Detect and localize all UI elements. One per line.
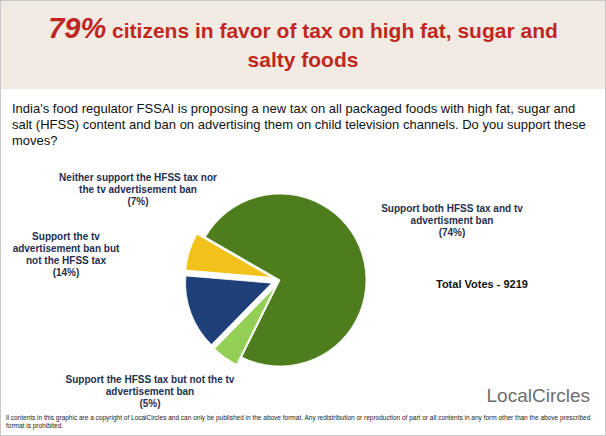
frame [1, 1, 606, 436]
plot-area [186, 194, 366, 366]
title-rest: citizens in favor of tax on high fat, su… [106, 19, 558, 42]
subtitle: India's food regulator FSSAI is proposin… [12, 101, 586, 148]
slice-label-line: not the HFSS tax [26, 255, 106, 266]
slice-label-line: the tv advertisement ban [79, 184, 197, 195]
title: 79% citizens in favor of tax on high fat… [48, 12, 558, 71]
slice-label-line: Support the HFSS tax but not the tv [66, 374, 235, 385]
subtitle-line: salt (HFSS) content and ban on advertisi… [12, 117, 586, 132]
slice-label-line: advertisment ban [411, 215, 494, 226]
title-line: 79% citizens in favor of tax on high fat… [48, 12, 558, 44]
subtitle-line: India's food regulator FSSAI is proposin… [12, 101, 575, 116]
slice-label-line: advertisement ban but [13, 243, 120, 254]
slice-label: Support both HFSS tax and tvadvertisment… [381, 203, 523, 226]
slice-label: Support the tvadvertisement ban butnot t… [13, 231, 120, 266]
pie [186, 194, 366, 366]
slice-label-line: Support the tv [32, 231, 100, 242]
slice-value-label: (7%) [127, 196, 148, 207]
footer: ll contents in this graphic are a copyri… [6, 414, 591, 430]
slice [186, 276, 272, 345]
total-votes: Total Votes - 9219 [436, 278, 528, 290]
footer-line: ll contents in this graphic are a copyri… [6, 414, 591, 422]
footer-line: format is prohibited. [6, 422, 63, 430]
title-band [1, 1, 605, 89]
slice [186, 234, 272, 277]
slice-label: Support the HFSS tax but not the tvadver… [66, 374, 235, 397]
title-line: salty foods [248, 48, 359, 71]
slice-label-line: advertisement ban [106, 386, 194, 397]
slice-value-label: (5%) [139, 398, 160, 409]
slice-value-label: (14%) [53, 267, 80, 278]
slice-label-line: Neither support the HFSS tax nor [59, 172, 217, 183]
subtitle-line: moves? [12, 133, 58, 148]
slice-label: Neither support the HFSS tax northe tv a… [59, 172, 217, 195]
chart: 79% citizens in favor of tax on high fat… [0, 0, 606, 436]
title-emphasis: 79% [48, 12, 106, 44]
logo: LocalCircles [487, 385, 590, 406]
slice-label-line: Support both HFSS tax and tv [381, 203, 523, 214]
slice-value-label: (74%) [439, 227, 466, 238]
